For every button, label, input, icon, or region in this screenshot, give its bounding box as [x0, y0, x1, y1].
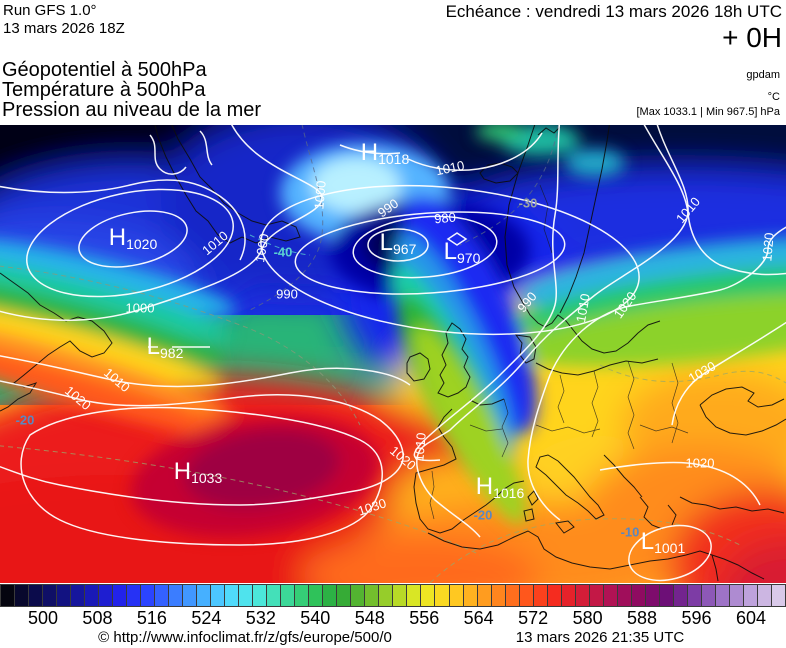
colorbar-cell — [449, 585, 464, 606]
colorbar-cell — [491, 585, 506, 606]
colorbar-cell — [15, 585, 30, 606]
map-field-svg — [0, 125, 786, 583]
colorbar-tick: 596 — [681, 608, 712, 628]
colorbar-cell — [71, 585, 86, 606]
field-detail-bands — [0, 125, 786, 538]
run-model: Run GFS 1.0° — [3, 2, 97, 19]
colorbar-cell — [407, 585, 422, 606]
colorbar-cell — [659, 585, 674, 606]
unit-gpdam: gpdam — [746, 69, 780, 81]
colorbar-cell — [715, 585, 730, 606]
colorbar-cell — [673, 585, 688, 606]
colorbar-cell — [379, 585, 394, 606]
colorbar-cell — [435, 585, 450, 606]
colorbar-ticks: 500 508 516 524 532 540 548 556 564 572 580 588 596 6… — [0, 608, 786, 630]
colorbar-cell — [169, 585, 184, 606]
colorbar-cell — [155, 585, 170, 606]
colorbar-cell — [253, 585, 268, 606]
colorbar-cell — [701, 585, 716, 606]
minmax-pressure: [Max 1033.1 | Min 967.5] hPa — [636, 106, 781, 118]
copyright-url: © http://www.infoclimat.fr/z/gfs/europe/… — [98, 629, 392, 646]
colorbar-cell — [337, 585, 352, 606]
colorbar-tick: 604 — [735, 608, 766, 628]
colorbar-cell — [29, 585, 44, 606]
colorbar-tick: 556 — [409, 608, 440, 628]
colorbar-cell — [631, 585, 646, 606]
run-date: 13 mars 2026 18Z — [3, 20, 125, 37]
colorbar-cell — [43, 585, 58, 606]
colorbar-tick: 532 — [245, 608, 276, 628]
colorbar-cell — [309, 585, 324, 606]
isobars — [0, 125, 786, 582]
echeance-label: Echéance : vendredi 13 mars 2026 18h UTC — [445, 2, 782, 21]
param-temperature: Température à 500hPa — [2, 79, 206, 101]
country-borders — [429, 184, 689, 520]
colorbar-cell — [197, 585, 212, 606]
colorbar-tick: 516 — [136, 608, 167, 628]
colorbar-cell — [687, 585, 702, 606]
colorbar-cell — [393, 585, 408, 606]
colorbar-cell — [295, 585, 310, 606]
colorbar-cell — [267, 585, 282, 606]
weather-map: H1020 H1018 L967 L970 L982 H1033 H1016 L1001 101… — [0, 125, 786, 583]
colorbar-cell — [757, 585, 772, 606]
colorbar-cell — [421, 585, 436, 606]
colorbar-tick: 500 — [27, 608, 59, 628]
colorbar-cell — [323, 585, 338, 606]
colorbar-cell — [99, 585, 114, 606]
colorbar-cell — [463, 585, 478, 606]
parameter-titles: Géopotentiel à 500hPa Température à 500h… — [2, 60, 261, 120]
colorbar-cell — [589, 585, 604, 606]
colorbar-tick: 580 — [572, 608, 603, 628]
colorbar-cell — [183, 585, 198, 606]
param-pressure: Pression au niveau de la mer — [2, 99, 262, 121]
colorbar-cell — [281, 585, 296, 606]
geopotential-colorbar — [0, 584, 786, 607]
temperature-contours — [0, 125, 786, 583]
colorbar-cell — [351, 585, 366, 606]
run-info: Run GFS 1.0° 13 mars 2026 18Z — [3, 2, 125, 38]
unit-celsius: °C — [767, 91, 780, 103]
colorbar-cell — [519, 585, 534, 606]
colorbar-tick: 524 — [191, 608, 222, 628]
colorbar-cell — [603, 585, 618, 606]
colorbar-cell — [239, 585, 254, 606]
colorbar-cell — [575, 585, 590, 606]
param-geopotential: Géopotentiel à 500hPa — [2, 59, 207, 81]
colorbar-cell — [211, 585, 226, 606]
colorbar-cell — [617, 585, 632, 606]
colorbar-cell — [729, 585, 744, 606]
colorbar-tick: 588 — [627, 608, 658, 628]
colorbar-cell — [365, 585, 380, 606]
colorbar-cell — [505, 585, 520, 606]
colorbar-cell — [113, 585, 128, 606]
colorbar-cell — [0, 585, 16, 606]
colorbar-cell — [771, 585, 786, 606]
generation-datetime: 13 mars 2026 21:35 UTC — [515, 629, 685, 646]
colorbar-tick: 540 — [300, 608, 331, 628]
colorbar-cell — [547, 585, 562, 606]
colorbar-cell — [561, 585, 576, 606]
colorbar-cell — [645, 585, 660, 606]
colorbar-cell — [85, 585, 100, 606]
coastlines — [0, 125, 786, 582]
colorbar-tick: 548 — [354, 608, 385, 628]
colorbar-cell — [127, 585, 142, 606]
footer: © http://www.infoclimat.fr/z/gfs/europe/… — [0, 629, 786, 648]
colorbar-cell — [57, 585, 72, 606]
colorbar-tick: 564 — [463, 608, 494, 628]
colorbar-cell — [533, 585, 548, 606]
colorbar-tick: 508 — [82, 608, 113, 628]
colorbar-cell — [477, 585, 492, 606]
colorbar-cell — [141, 585, 156, 606]
colorbar-tick: 572 — [518, 608, 549, 628]
forecast-step: + 0H — [722, 22, 782, 53]
colorbar-cell — [225, 585, 240, 606]
colorbar-cell — [743, 585, 758, 606]
